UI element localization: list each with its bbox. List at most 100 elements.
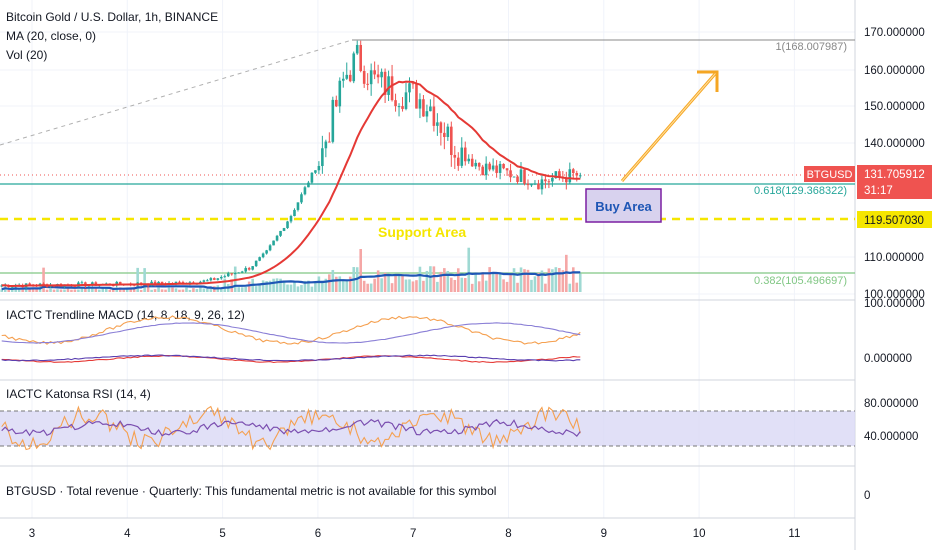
vol-indicator-label[interactable]: Vol (20) [6, 48, 47, 62]
volume-bar [49, 288, 52, 292]
volume-bar [484, 280, 488, 292]
volume-bar [474, 274, 478, 292]
x-tick-5: 5 [219, 528, 225, 540]
volume-bar [94, 288, 98, 292]
candle-body [397, 106, 401, 108]
fib-0618-label: 0.618(129.368322) [754, 185, 847, 197]
candle-body [551, 178, 554, 182]
volume-bar [540, 270, 544, 292]
arrow-annotation[interactable] [620, 70, 719, 182]
symbol-tag: BTGUSD [807, 169, 853, 181]
volume-bar [181, 289, 185, 292]
volume-bar [272, 278, 275, 292]
candle-body [512, 176, 516, 178]
volume-bar [463, 278, 467, 292]
volume-bar [143, 268, 146, 292]
volume-bar [575, 282, 579, 292]
volume-bar [10, 289, 14, 292]
macd-lines [1, 315, 581, 364]
volume-bar [247, 281, 251, 292]
volume-bar [139, 289, 143, 292]
volume-bar [7, 289, 11, 292]
volume-bar [369, 283, 373, 292]
candle-body [488, 163, 491, 170]
volume-bar [415, 280, 418, 292]
volume-bar [185, 287, 188, 292]
volume-bar [366, 283, 369, 292]
volume-bar [404, 279, 408, 292]
volume-bar [436, 281, 439, 292]
volume-bar [411, 281, 415, 292]
volume-ma-line [1, 271, 581, 291]
volume-bar [24, 287, 28, 292]
volume-bar [432, 266, 436, 292]
time-axis[interactable]: 3 4 5 6 7 8 9 10 11 [29, 528, 801, 540]
volume-bar [345, 280, 349, 292]
y-tick-100: 100.000000 [864, 289, 925, 301]
candle-body [226, 273, 230, 277]
rsi-fast-line [1, 405, 581, 451]
candle-body [359, 44, 363, 72]
volume-bar [401, 274, 404, 292]
support-price-value: 119.507030 [864, 215, 924, 227]
candle-body [289, 216, 293, 222]
candle-body [213, 278, 216, 280]
volume-bar [244, 286, 247, 292]
volume-bar [519, 267, 523, 292]
candle-body [498, 163, 502, 173]
candle-body [540, 179, 544, 190]
candle-body [571, 169, 575, 173]
volume-bar [439, 271, 443, 292]
candle-body [328, 141, 331, 143]
candle-body [484, 163, 488, 176]
bar-countdown: 31:17 [864, 185, 893, 197]
volume-bar [167, 287, 171, 292]
candle-body [206, 280, 209, 282]
volume-bar [80, 288, 84, 292]
candle-body [237, 272, 241, 274]
candle-body [460, 147, 464, 166]
candle-body [174, 281, 178, 284]
volume-bar [488, 267, 491, 292]
volume-bar [376, 270, 380, 292]
volume-bar [425, 270, 429, 292]
candle-body [408, 83, 411, 93]
candle-body [411, 83, 415, 85]
candle-body [317, 166, 321, 171]
volume-bar [240, 287, 244, 292]
ma-indicator-label[interactable]: MA (20, close, 0) [6, 29, 96, 43]
volume-bar [31, 287, 35, 292]
last-price-tag: BTGUSD 131.705912 31:17 [804, 165, 932, 199]
candle-body [293, 209, 296, 217]
volume-bar [38, 288, 42, 292]
candle-body [436, 122, 439, 126]
price-axis[interactable]: 170.000000 160.000000 150.000000 140.000… [864, 27, 925, 502]
volume-bar [512, 268, 516, 292]
grid [0, 0, 855, 518]
candle-body [261, 253, 265, 258]
macd-label[interactable]: IACTC Trendline MACD (14, 8, 18, 9, 26, … [6, 308, 245, 322]
volume-bar [383, 272, 387, 292]
volume-bar [104, 288, 108, 292]
candle-body [258, 257, 261, 261]
volume-bar [223, 278, 227, 292]
buy-area-box[interactable] [585, 188, 662, 223]
candle-body [338, 80, 342, 107]
volume-bar [206, 288, 209, 292]
candle-body [467, 158, 471, 162]
candle-body [282, 228, 286, 231]
volume-bar [66, 288, 70, 292]
volume-bar [0, 289, 4, 292]
volume-bar [578, 273, 582, 292]
candle-body [474, 162, 478, 167]
volume-bar [373, 278, 376, 292]
candle-body [233, 272, 237, 275]
volume-bar [380, 278, 383, 292]
trend-line[interactable] [0, 39, 353, 146]
rsi-label[interactable]: IACTC Katonsa RSI (14, 4) [6, 387, 151, 401]
volume-bar [254, 286, 258, 292]
volume-bar [498, 273, 502, 292]
candle-body [446, 126, 450, 137]
